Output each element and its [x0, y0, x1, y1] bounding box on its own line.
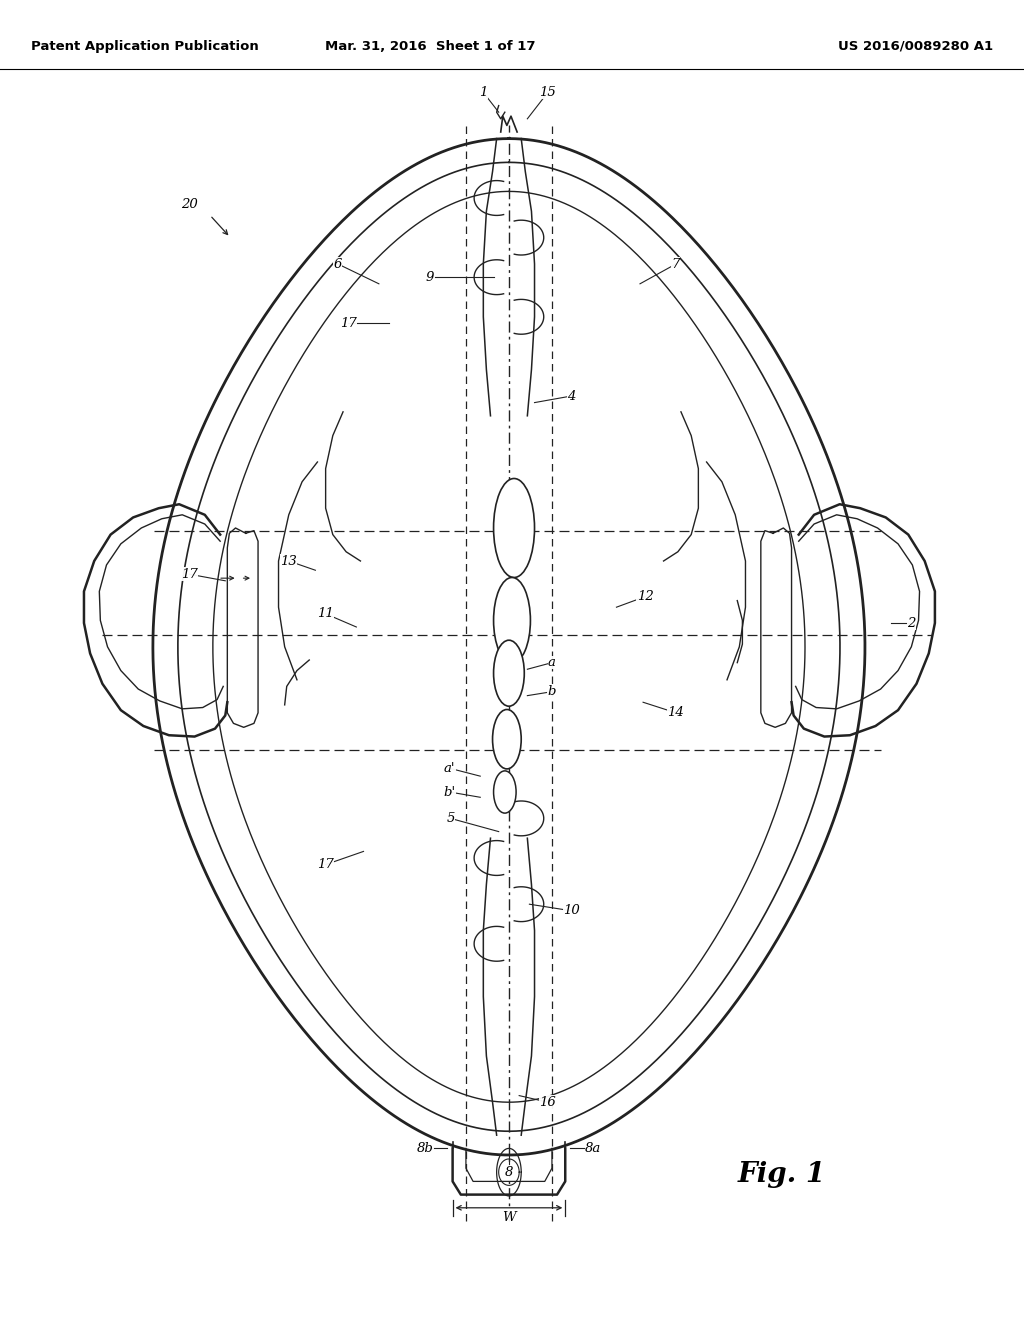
Text: 17: 17: [181, 568, 198, 581]
Text: 17: 17: [317, 858, 334, 871]
Text: a': a': [443, 762, 456, 775]
Ellipse shape: [494, 479, 535, 578]
Text: W: W: [502, 1210, 516, 1224]
Ellipse shape: [494, 640, 524, 706]
Ellipse shape: [493, 710, 521, 768]
Text: a: a: [548, 656, 556, 669]
Text: 4: 4: [567, 389, 575, 403]
Text: 5: 5: [446, 812, 455, 825]
Text: Patent Application Publication: Patent Application Publication: [31, 40, 258, 53]
Text: Fig. 1: Fig. 1: [737, 1162, 825, 1188]
Ellipse shape: [494, 578, 530, 663]
Text: 17: 17: [340, 317, 356, 330]
Text: 11: 11: [317, 607, 334, 620]
Text: 10: 10: [563, 904, 580, 917]
Text: 15: 15: [540, 86, 556, 99]
Ellipse shape: [494, 771, 516, 813]
Text: 14: 14: [668, 706, 684, 719]
Text: 20: 20: [181, 198, 198, 211]
Text: 8a: 8a: [585, 1142, 601, 1155]
Text: Mar. 31, 2016  Sheet 1 of 17: Mar. 31, 2016 Sheet 1 of 17: [325, 40, 536, 53]
Text: 12: 12: [637, 590, 653, 603]
Text: 7: 7: [672, 257, 680, 271]
Text: 8b: 8b: [417, 1142, 433, 1155]
Text: 2: 2: [907, 616, 915, 630]
Text: 16: 16: [540, 1096, 556, 1109]
Text: 13: 13: [281, 554, 297, 568]
Text: 8: 8: [505, 1166, 513, 1179]
Text: b': b': [443, 785, 456, 799]
Text: 9: 9: [426, 271, 434, 284]
Text: 6: 6: [334, 257, 342, 271]
Text: 1: 1: [479, 86, 487, 99]
Text: US 2016/0089280 A1: US 2016/0089280 A1: [839, 40, 993, 53]
Text: b: b: [548, 685, 556, 698]
